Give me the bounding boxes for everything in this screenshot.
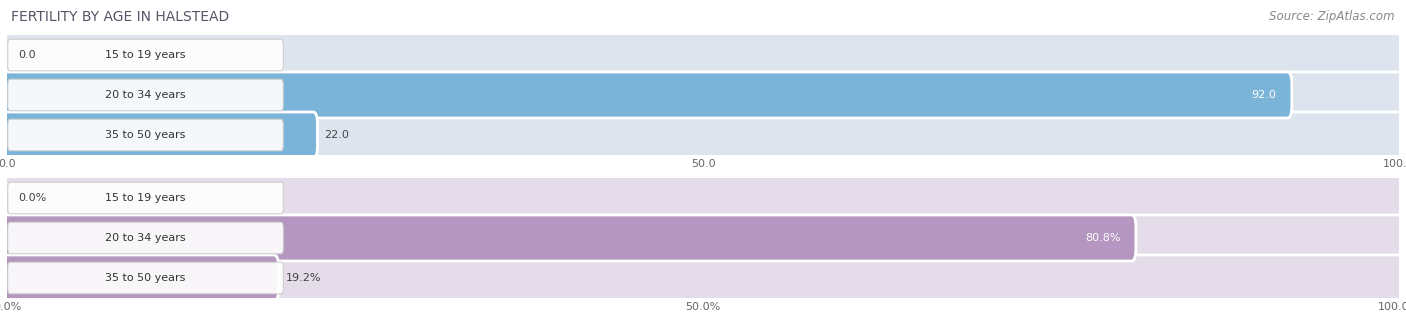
FancyBboxPatch shape bbox=[3, 255, 1403, 301]
Text: 20 to 34 years: 20 to 34 years bbox=[105, 90, 186, 100]
Text: 20 to 34 years: 20 to 34 years bbox=[105, 233, 186, 243]
FancyBboxPatch shape bbox=[7, 262, 284, 294]
FancyBboxPatch shape bbox=[3, 215, 1136, 261]
Text: 22.0: 22.0 bbox=[325, 130, 349, 140]
FancyBboxPatch shape bbox=[3, 72, 1292, 118]
FancyBboxPatch shape bbox=[3, 175, 1403, 221]
FancyBboxPatch shape bbox=[3, 112, 1403, 158]
FancyBboxPatch shape bbox=[7, 182, 284, 214]
FancyBboxPatch shape bbox=[7, 79, 284, 111]
FancyBboxPatch shape bbox=[3, 32, 1403, 78]
FancyBboxPatch shape bbox=[3, 72, 1403, 118]
FancyBboxPatch shape bbox=[3, 255, 278, 301]
FancyBboxPatch shape bbox=[3, 215, 1403, 261]
Text: FERTILITY BY AGE IN HALSTEAD: FERTILITY BY AGE IN HALSTEAD bbox=[11, 10, 229, 24]
Text: 15 to 19 years: 15 to 19 years bbox=[105, 50, 186, 60]
Text: 35 to 50 years: 35 to 50 years bbox=[105, 130, 186, 140]
FancyBboxPatch shape bbox=[7, 222, 284, 254]
Text: 80.8%: 80.8% bbox=[1085, 233, 1121, 243]
Text: 0.0: 0.0 bbox=[18, 50, 35, 60]
Text: 92.0: 92.0 bbox=[1251, 90, 1277, 100]
Text: 0.0%: 0.0% bbox=[18, 193, 46, 203]
FancyBboxPatch shape bbox=[7, 39, 284, 71]
Text: 15 to 19 years: 15 to 19 years bbox=[105, 193, 186, 203]
Text: 19.2%: 19.2% bbox=[285, 273, 321, 283]
Text: Source: ZipAtlas.com: Source: ZipAtlas.com bbox=[1270, 10, 1395, 23]
Text: 35 to 50 years: 35 to 50 years bbox=[105, 273, 186, 283]
FancyBboxPatch shape bbox=[7, 119, 284, 151]
FancyBboxPatch shape bbox=[3, 112, 318, 158]
